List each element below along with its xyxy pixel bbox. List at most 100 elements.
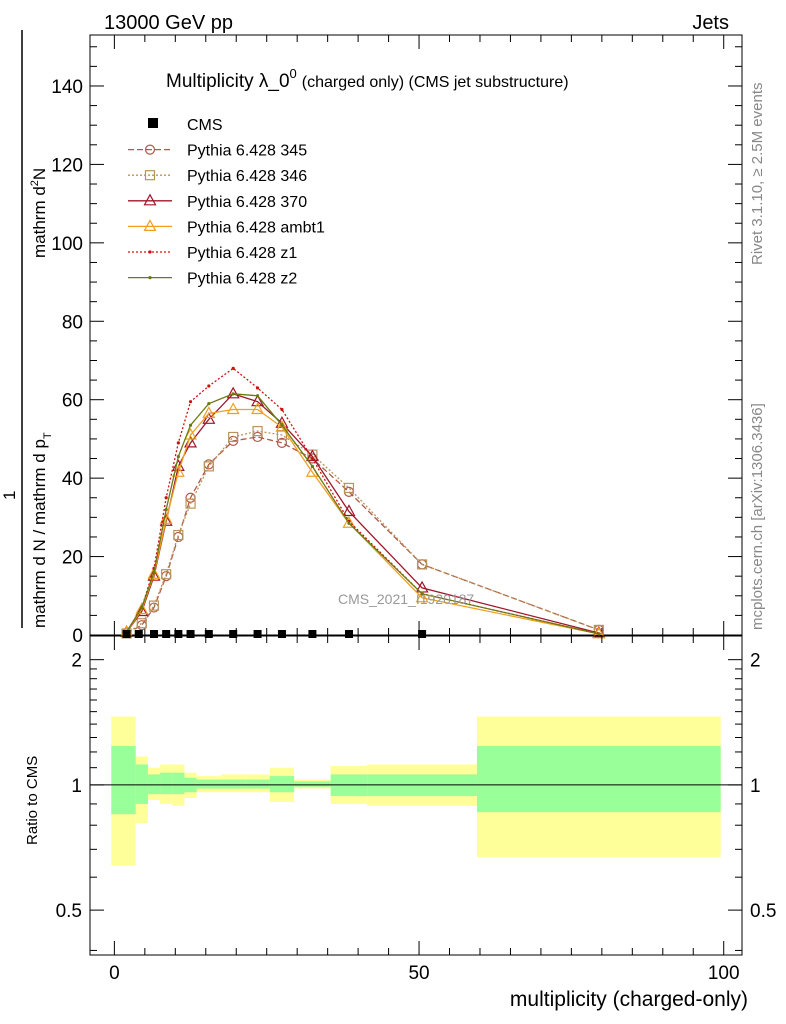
cms-point <box>308 630 317 638</box>
lower-panel: 0.5 0.5 1 1 2 2 0 50 100 <box>56 635 776 984</box>
header-right: Jets <box>692 12 729 34</box>
ratio-band-inner <box>196 779 222 789</box>
series-point-0 <box>136 620 147 631</box>
lower-y-tick-label: 2 <box>71 651 82 672</box>
series-line-1 <box>126 430 600 634</box>
series-point-1 <box>161 569 172 580</box>
series-point-5 <box>255 394 260 398</box>
series-point-3 <box>135 602 149 615</box>
upper-y-tick-label: 100 <box>51 234 83 255</box>
legend-marker-0 <box>144 144 156 155</box>
legend-cms-label: CMS <box>187 117 223 134</box>
series-point-3 <box>226 402 240 415</box>
upper-y-tick-label: 80 <box>62 312 83 333</box>
upper-y-tick-label: 0 <box>72 626 83 647</box>
series-point-5 <box>310 464 315 468</box>
legend-label-0: Pythia 6.428 345 <box>187 143 307 160</box>
upper-y-tick-label: 60 <box>62 391 83 412</box>
series-point-5 <box>207 402 211 406</box>
series-point-1 <box>203 461 214 472</box>
ratio-band-inner <box>221 779 246 789</box>
chart-title-sup: 0 <box>290 66 297 81</box>
series-line-5 <box>126 393 599 635</box>
series-point-3 <box>275 419 289 432</box>
ratio-band-inner <box>111 746 136 815</box>
series-point-5 <box>176 454 180 459</box>
mcplots-site-label: mcplots.cern.ch [arXiv:1306.3436] <box>749 403 766 630</box>
series-point-1 <box>228 431 239 443</box>
lower-y-tick-label-right: 1 <box>750 776 761 797</box>
legend-label-5: Pythia 6.428 z2 <box>187 271 297 288</box>
cms-point <box>134 630 143 638</box>
series-point-1 <box>252 425 263 437</box>
series-point-5 <box>597 632 601 636</box>
x-tick-label: 50 <box>408 963 429 984</box>
upper-y-axis-label: mathrm d2N 1 mathrm d N / mathrm d pT <box>0 30 54 628</box>
ratio-band-inner <box>245 779 270 789</box>
series-point-3 <box>202 406 216 419</box>
upper-y-tick-label: 20 <box>62 548 83 569</box>
cms-point <box>253 630 262 638</box>
x-tick-label: 100 <box>708 963 740 984</box>
series-point-5 <box>420 592 424 596</box>
series-point-2 <box>342 504 356 517</box>
legend: CMS Pythia 6.428 345 Pythia 6.428 346 Pythi… <box>128 117 325 288</box>
header-left: 13000 GeV pp <box>104 12 233 34</box>
ratio-band-inner <box>294 781 331 787</box>
series-point-3 <box>342 515 356 528</box>
upper-y-tick-label: 40 <box>62 469 83 490</box>
legend-marker-2 <box>143 193 157 206</box>
cms-point <box>277 630 286 638</box>
series-point-5 <box>280 423 284 427</box>
series-point-3 <box>147 566 161 579</box>
series-point-4 <box>280 407 284 412</box>
series-point-0 <box>252 431 263 443</box>
series-point-3 <box>415 590 429 603</box>
series-point-1 <box>185 498 196 509</box>
series-line-0 <box>126 436 600 635</box>
chart-title-main: Multiplicity λ_0 <box>166 71 290 92</box>
series-point-2 <box>135 604 149 617</box>
lower-y-tick-label-right: 2 <box>750 651 761 672</box>
upper-y-tick-label: 140 <box>51 77 83 98</box>
upper-y-tick-label: 120 <box>51 155 83 176</box>
ratio-band-inner <box>269 776 295 793</box>
series-point-1 <box>276 429 288 441</box>
series-point-2 <box>226 386 240 399</box>
ratio-band-inner <box>160 772 173 795</box>
series-point-2 <box>147 568 161 581</box>
legend-label-2: Pythia 6.428 370 <box>187 194 307 211</box>
series-point-5 <box>231 392 235 396</box>
series-line-4 <box>126 367 599 635</box>
ratio-band-inner <box>172 772 185 795</box>
series-point-4 <box>310 456 315 461</box>
watermark: CMS_2021_I1920187 <box>338 591 474 607</box>
legend-label-3: Pythia 6.428 ambt1 <box>187 219 325 236</box>
upper-panel: 0 20 40 60 80 100 120 140 <box>51 34 743 647</box>
cms-point <box>186 630 195 638</box>
series-point-4 <box>176 441 180 445</box>
legend-marker-4 <box>148 250 152 254</box>
series-point-1 <box>148 600 160 611</box>
legend-label-1: Pythia 6.428 346 <box>187 168 307 185</box>
series-point-5 <box>164 507 168 512</box>
series-point-5 <box>188 423 193 427</box>
series-point-0 <box>276 437 288 448</box>
chart-title: Multiplicity λ_00 (charged only) (CMS jet… <box>166 66 569 92</box>
series-point-5 <box>140 605 144 610</box>
cms-point <box>149 630 158 638</box>
ylabel-denominator: mathrm d N / mathrm d pT <box>30 432 54 628</box>
ylabel-numerator: mathrm d2N <box>29 168 49 258</box>
legend-marker-1 <box>144 170 156 181</box>
x-axis-label: multiplicity (charged-only) <box>510 988 748 1011</box>
lower-frame <box>89 635 743 956</box>
cms-point <box>204 630 213 638</box>
series-point-5 <box>152 570 156 574</box>
series-point-4 <box>164 496 168 500</box>
ratio-band-inner <box>147 774 161 795</box>
series-point-1 <box>173 529 184 541</box>
series-point-2 <box>251 394 265 407</box>
cms-point <box>344 630 353 638</box>
series-point-1 <box>343 482 355 494</box>
